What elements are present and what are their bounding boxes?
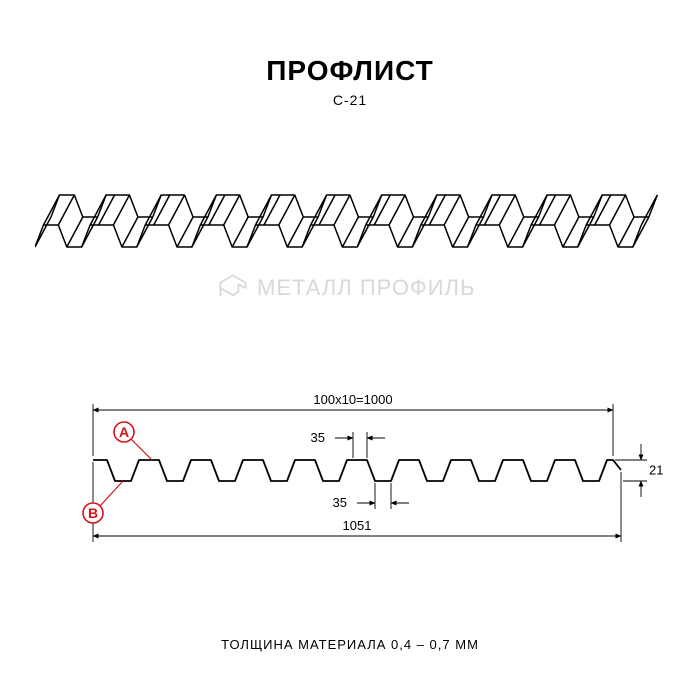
svg-text:A: A	[119, 424, 129, 440]
page-subtitle: С-21	[0, 92, 700, 108]
dim-bottom-flat: 35	[333, 495, 347, 510]
dim-top-width: 100x10=1000	[313, 392, 392, 407]
page: ПРОФЛИСТ С-21 МЕТАЛЛ ПРОФИЛЬ 100x10=1000…	[0, 0, 700, 700]
tech-drawing: 100x10=1000 1051 35 35 21 A B	[25, 360, 675, 560]
dim-top-flat: 35	[311, 430, 325, 445]
dim-height: 21	[649, 463, 663, 478]
profile-cross-section	[93, 460, 621, 481]
svg-text:B: B	[88, 505, 98, 521]
watermark-text: МЕТАЛЛ ПРОФИЛЬ	[257, 275, 475, 301]
marker-b: B	[83, 481, 123, 523]
watermark-logo-icon	[215, 270, 251, 306]
dim-bottom-width: 1051	[343, 518, 372, 533]
thickness-label: ТОЛЩИНА МАТЕРИАЛА 0,4 – 0,7 ММ	[0, 637, 700, 652]
page-title: ПРОФЛИСТ	[0, 55, 700, 87]
watermark: МЕТАЛЛ ПРОФИЛЬ	[215, 270, 475, 306]
marker-a: A	[114, 422, 152, 460]
iso-sheet-view	[35, 145, 665, 280]
